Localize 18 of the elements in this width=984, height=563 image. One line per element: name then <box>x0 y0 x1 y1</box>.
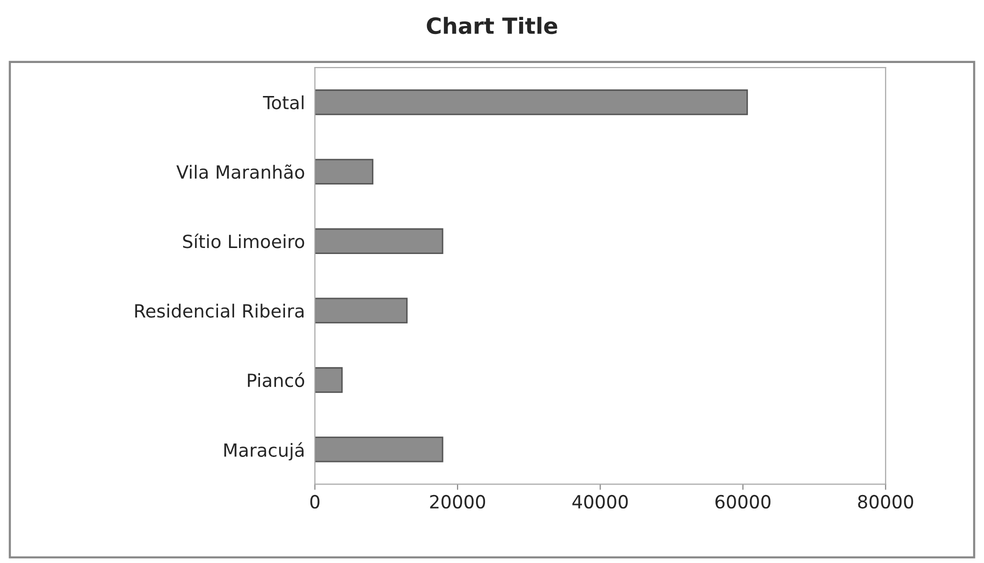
bar <box>314 158 374 185</box>
bar <box>314 436 444 462</box>
x-tick-label: 0 <box>310 494 320 509</box>
y-tick-label: Maracujá <box>224 442 304 460</box>
y-tick-label: Total <box>262 95 304 110</box>
bar <box>314 367 343 393</box>
bar <box>314 298 408 324</box>
bar <box>314 89 748 116</box>
y-tick-label: Piancó <box>248 372 304 388</box>
x-tick-label: 80000 <box>858 494 914 509</box>
y-tick-label: Residencial Ribeira <box>135 304 304 318</box>
x-tick-label: 20000 <box>430 494 486 509</box>
y-tick-label: Vila Maranhão <box>176 164 304 179</box>
y-tick-label: Sítio Limoeiro <box>183 234 304 248</box>
x-tick-label: 60000 <box>715 494 770 509</box>
bar <box>314 228 444 254</box>
x-tick-label: 40000 <box>572 494 628 509</box>
chart-title: Chart Title <box>426 16 558 34</box>
